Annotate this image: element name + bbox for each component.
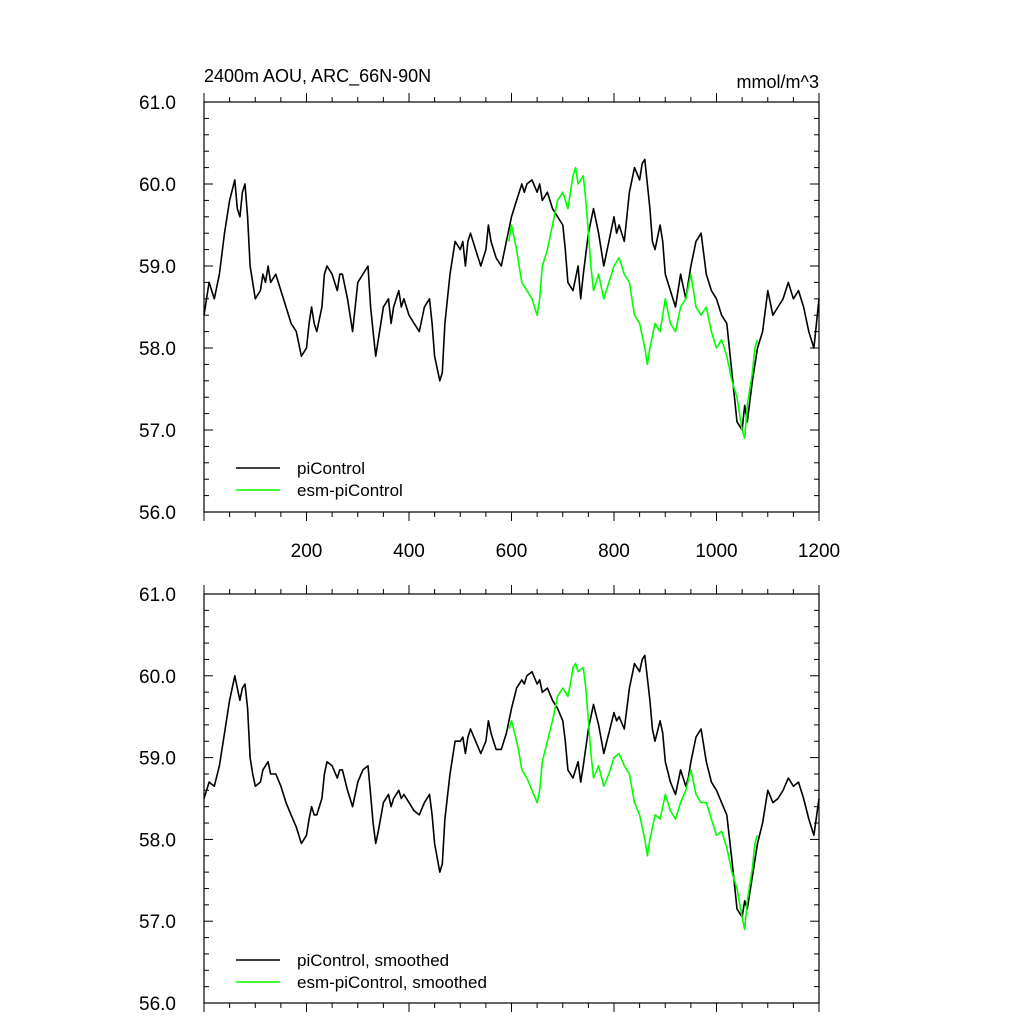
y-tick-label: 57.0: [139, 912, 176, 933]
y-tick-label: 56.0: [139, 503, 176, 524]
x-tick-label: 1200: [798, 541, 840, 562]
legend-label: piControl, smoothed: [297, 951, 449, 970]
bottom-panel: 56.0 57.0 58.0 59.0 60.0 61.0 piControl, smoot…: [139, 585, 820, 1015]
plot-frame: [203, 593, 820, 1004]
y-tick-label: 58.0: [139, 830, 176, 851]
x-tick-label: 1000: [695, 541, 737, 562]
x-tick-label: 400: [393, 541, 425, 562]
legend-label: piControl: [297, 459, 365, 478]
y-tick-label: 61.0: [139, 93, 176, 114]
x-tick-label: 600: [496, 541, 528, 562]
y-tick-label: 59.0: [139, 749, 176, 770]
legend-label: esm-piControl, smoothed: [297, 973, 487, 992]
series-line-esm-picontrol: [508, 662, 759, 931]
y-tick-label: 60.0: [139, 175, 176, 196]
y-tick-label: 60.0: [139, 667, 176, 688]
units-label: mmol/m^3: [737, 72, 819, 92]
x-tick-label: 200: [291, 541, 323, 562]
legend-label: esm-piControl: [297, 481, 403, 500]
y-tick-label: 57.0: [139, 421, 176, 442]
top-panel: 56.0 57.0 58.0 59.0 60.0 61.0 200 400 600 800 1000…: [139, 66, 840, 562]
x-tick-label: 800: [598, 541, 630, 562]
chart-title: 2400m AOU, ARC_66N-90N: [204, 66, 431, 87]
series-line-esm-picontrol: [508, 166, 759, 439]
y-tick-label: 56.0: [139, 994, 176, 1015]
series-line-picontrol: [203, 158, 820, 431]
y-tick-label: 59.0: [139, 257, 176, 278]
y-tick-label: 58.0: [139, 339, 176, 360]
plot-frame: [203, 101, 820, 513]
y-tick-label: 61.0: [139, 585, 176, 606]
series-line-picontrol: [203, 654, 820, 918]
